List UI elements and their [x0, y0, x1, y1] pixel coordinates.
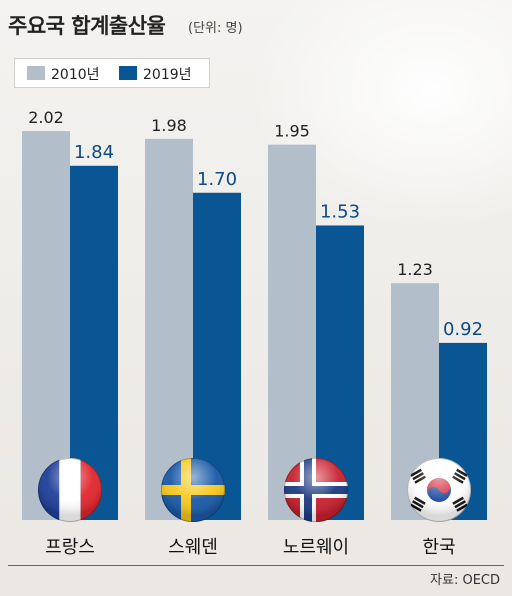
legend-label-2019: 2019년 — [143, 67, 192, 83]
value-label-2019-0: 1.84 — [74, 142, 114, 163]
category-label-1: 스웨덴 — [168, 537, 218, 558]
value-label-2019-3: 0.92 — [443, 319, 483, 340]
chart-title: 주요국 합계출산율 — [8, 14, 166, 38]
value-label-2010-2: 1.95 — [274, 122, 310, 141]
value-label-2010-3: 1.23 — [397, 260, 433, 279]
sweden-flag-icon — [161, 458, 225, 522]
category-label-2: 노르웨이 — [283, 537, 349, 558]
category-label-0: 프랑스 — [45, 537, 95, 558]
category-label-3: 한국 — [422, 537, 455, 558]
legend-label-2010: 2010년 — [51, 67, 100, 83]
legend: 2010년 2019년 — [14, 58, 210, 88]
value-label-2019-1: 1.70 — [197, 169, 237, 190]
bar-2010-2 — [268, 144, 316, 520]
footer-divider — [8, 565, 504, 566]
norway-flag-icon — [284, 458, 348, 522]
bar-2010-1 — [145, 138, 193, 520]
legend-swatch-2010 — [27, 66, 45, 80]
france-flag-icon — [38, 458, 102, 522]
korea-flag-icon — [407, 458, 471, 522]
legend-swatch-2019 — [119, 66, 137, 80]
value-label-2010-0: 2.02 — [28, 108, 64, 127]
value-label-2019-2: 1.53 — [320, 201, 360, 222]
source-note: 자료: OECD — [430, 573, 500, 588]
bar-2010-0 — [22, 131, 70, 520]
unit-label: (단위: 명) — [188, 21, 243, 36]
value-label-2010-1: 1.98 — [151, 116, 187, 135]
